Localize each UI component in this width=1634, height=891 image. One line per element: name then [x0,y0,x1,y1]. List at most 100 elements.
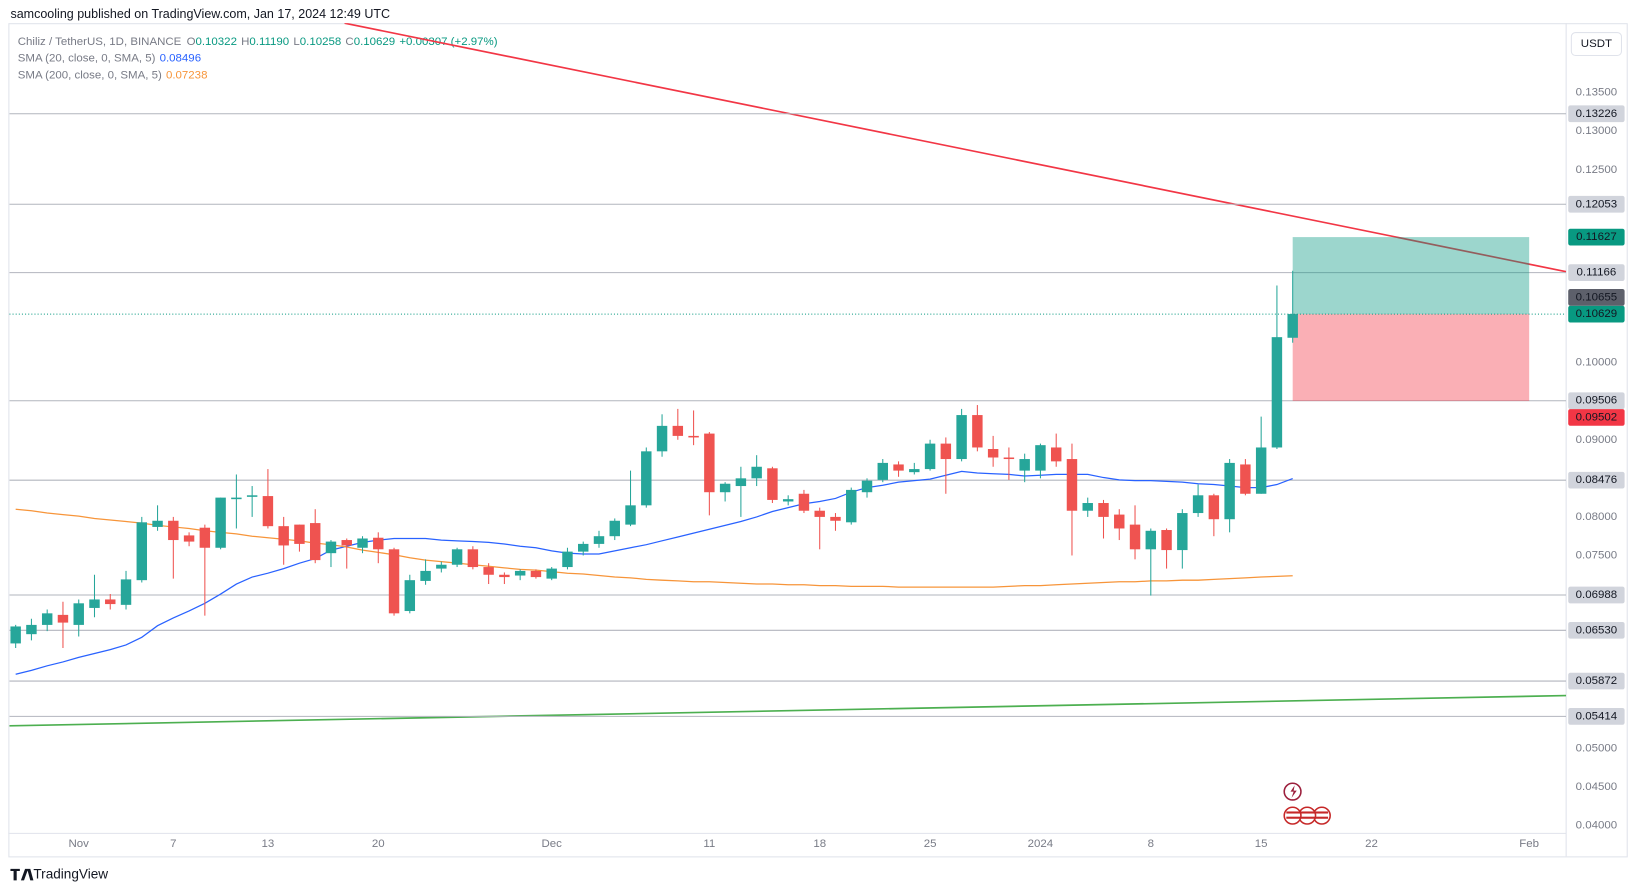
candle-body [215,497,226,548]
candle-body [672,425,684,436]
candle-body [294,524,305,544]
candle-body [26,624,37,635]
price-label: 0.11627 [1576,231,1617,243]
candle-body [1271,337,1283,448]
profit-zone [1292,237,1530,315]
candle-body [688,435,699,438]
candle-body [262,496,274,527]
plot [9,113,1567,717]
x-tick-label: 15 [1255,838,1268,850]
candle-body [168,520,179,541]
candle-body [309,523,321,561]
candle-body [420,570,431,581]
events [1283,782,1331,825]
candle-body [105,599,116,605]
candle-body [893,464,904,471]
candle-body [436,564,447,569]
price-label-box [1568,471,1625,489]
candle-body [735,478,747,487]
candle-body [562,551,573,568]
currency[interactable]: USDT [1581,38,1612,50]
ohlc-key: C [345,36,353,48]
symbol-title: Chiliz / TetherUS, 1D, BINANCE O0.10322 H0… [18,36,498,48]
x-tick-label: 13 [262,838,275,850]
series-name: SMA (200, close, 0, SMA, 5) [18,69,162,81]
price-label: 0.05414 [1576,710,1618,722]
candle-body [1145,530,1157,550]
candle-body [909,469,920,473]
candle-body [1255,447,1267,494]
candle-body [593,536,605,544]
candle-body [246,495,258,497]
x-tick-label: 7 [170,838,176,850]
candle-body [578,543,589,552]
candle-body [1066,459,1078,511]
candle-body [609,520,620,537]
candle-body [656,425,668,452]
candle-body [152,520,163,527]
candle-body [1287,314,1298,338]
candle-body [1050,447,1062,462]
candle-body [1177,513,1188,551]
price-label-box [1568,228,1625,246]
price-label: 0.08476 [1576,474,1617,486]
candle-body [1019,459,1030,471]
candle-body [341,540,352,546]
flag-icon [1283,806,1302,825]
price-label: 0.06988 [1576,589,1617,601]
x-tick-label: 11 [703,838,715,850]
sma200-legend: SMA (200, close, 0, SMA, 5) 0.07238 [18,69,208,81]
chart-frame [8,23,1628,858]
candle-body [830,516,841,521]
sma20-legend: SMA (20, close, 0, SMA, 5) 0.08496 [18,53,201,65]
price-label: 0.10655 [1576,291,1617,303]
x-tick-label: 25 [924,838,937,850]
price-label-box [1568,708,1625,725]
trend-line [9,694,1567,727]
candle-body [73,603,84,625]
y-tick-label: 0.13000 [1576,125,1617,137]
ohlc-key: H [241,36,249,48]
candle-body [940,443,952,460]
ohlc-value: 0.10629 [354,36,395,48]
series-value: 0.08496 [160,53,201,65]
logo [10,868,34,881]
candle-body [625,505,636,525]
candle-body [719,483,731,493]
price-label-box [1568,672,1625,690]
candle-body [877,462,888,480]
candle-body [1129,524,1141,550]
ohlc: O0.10322 H0.11190 L0.10258 C0.10629 [187,36,396,48]
drawings [9,23,1567,727]
candle-body [373,537,384,550]
x-tick-label: 8 [1148,838,1154,850]
price-label: 0.06530 [1576,624,1617,636]
candle-body [41,613,53,625]
candle-body [767,468,778,500]
candle-body [530,570,542,578]
price-label-box [1568,409,1625,426]
currency-button[interactable] [1570,32,1622,57]
candle-body [1003,457,1015,460]
x-tick-label: Feb [1519,838,1539,850]
ohlc-key: L [293,36,299,48]
price-label-box [1568,621,1625,639]
candle-body [846,489,857,523]
price-label: 0.10629 [1576,308,1617,320]
price-label-box [1568,289,1625,306]
candle-body [278,526,289,546]
price-label-box [1568,105,1625,123]
price-label: 0.09502 [1576,411,1617,423]
series-value: 0.07238 [166,69,207,81]
price-label-box [1568,264,1625,282]
candle-body [1161,530,1172,551]
candle-body [231,497,242,500]
price-label: 0.12053 [1576,198,1617,210]
candle-body [136,522,148,581]
ohlc-key: O [187,36,196,48]
price-label: 0.09506 [1576,395,1617,407]
candle-body [1082,503,1093,511]
candle-body [199,527,211,548]
sma-line [15,470,1293,675]
